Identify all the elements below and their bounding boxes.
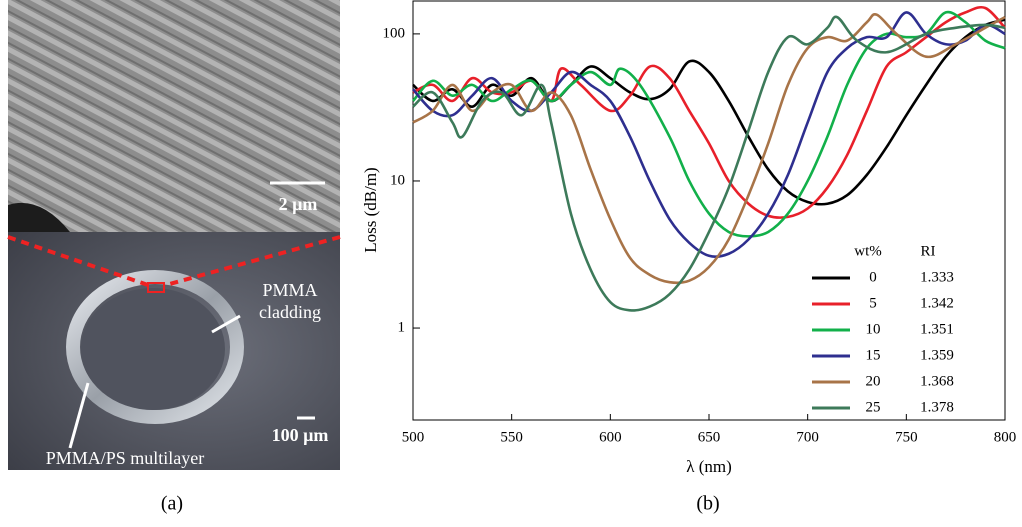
scale-label: 2 µm — [279, 194, 318, 214]
y-tick-label: 10 — [390, 172, 405, 188]
multilayer-label: PMMA/PS multilayer — [46, 448, 205, 468]
legend-ri: 1.342 — [920, 295, 954, 311]
legend-name: 0 — [869, 269, 877, 285]
sem-image — [8, 0, 340, 232]
legend-name: 15 — [866, 347, 881, 363]
legend-name: 25 — [866, 399, 881, 415]
panel-label: (a) — [161, 493, 183, 515]
legend-ri: 1.378 — [920, 399, 954, 415]
zoom-box — [147, 282, 165, 293]
legend-ri: 1.333 — [920, 269, 954, 285]
series-line — [412, 11, 1006, 258]
x-tick-label: 550 — [500, 429, 523, 445]
series-line — [412, 15, 1006, 312]
legend-name: 10 — [866, 321, 881, 337]
zoom-line — [7, 235, 149, 287]
fiber-ring — [66, 270, 244, 424]
legend-name: 5 — [869, 295, 877, 311]
plot-frame — [412, 0, 1006, 421]
fiber-core — [81, 288, 225, 410]
y-tick-label: 1 — [398, 319, 406, 335]
y-axis-label: Loss (dB/m) — [361, 167, 380, 252]
series-line — [412, 10, 1006, 238]
x-tick-label: 750 — [895, 429, 918, 445]
pointer — [211, 314, 241, 334]
x-tick-label: 600 — [599, 429, 622, 445]
pointer — [68, 382, 90, 449]
cladding-label: PMMA — [262, 280, 317, 300]
legend-ri: 1.368 — [920, 373, 954, 389]
legend-header: wt% — [854, 243, 882, 259]
x-axis-label: λ (nm) — [686, 457, 732, 476]
x-tick-label: 800 — [994, 429, 1017, 445]
y-tick-label: 100 — [383, 25, 406, 41]
legend-ri: 1.351 — [920, 321, 954, 337]
x-tick-label: 500 — [402, 429, 425, 445]
cladding-label: cladding — [259, 302, 321, 322]
panel-a: 2 µm PMMA cladding PMMA/PS multilayer 10… — [7, 0, 341, 515]
zoom-line — [165, 235, 341, 287]
panel-label: (b) — [696, 493, 719, 515]
legend-name: 20 — [866, 373, 881, 389]
sem-shadow — [8, 202, 70, 232]
x-tick-label: 700 — [796, 429, 819, 445]
scale-label: 100 µm — [272, 425, 329, 445]
series-line — [412, 13, 1006, 285]
series-line — [412, 5, 1006, 219]
legend-header: RI — [921, 243, 936, 259]
series-line — [412, 18, 1006, 206]
x-tick-label: 650 — [698, 429, 721, 445]
legend-ri: 1.359 — [920, 347, 954, 363]
